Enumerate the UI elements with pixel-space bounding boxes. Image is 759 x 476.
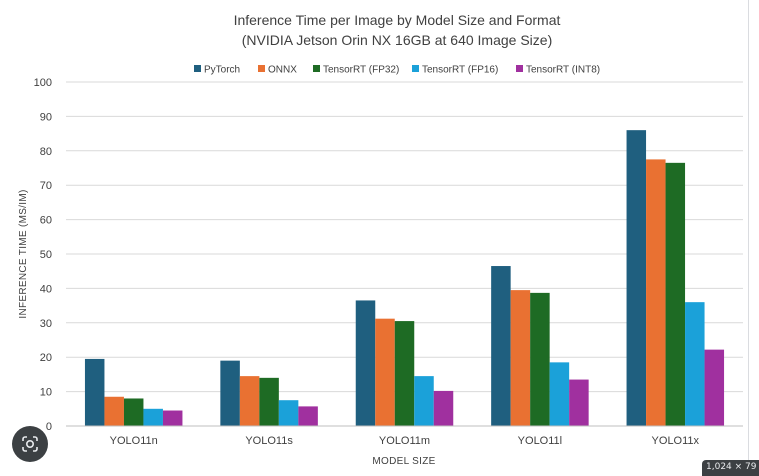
- bar-yolo11s-tensorrt-int8: [298, 406, 318, 426]
- google-lens-icon: [22, 436, 38, 452]
- page-edge: [748, 0, 749, 469]
- image-size-tag: 1,024 × 79: [702, 460, 759, 476]
- legend-swatch: [412, 65, 419, 72]
- bar-yolo11m-tensorrt-int8: [433, 390, 454, 426]
- y-tick-label: 100: [34, 77, 52, 89]
- y-tick-label: 40: [40, 283, 52, 295]
- gridlines: [66, 81, 743, 393]
- y-tick-label: 30: [40, 318, 52, 330]
- chart-title: Inference Time per Image by Model Size a…: [234, 12, 561, 28]
- y-tick-label: 70: [40, 180, 52, 192]
- x-tick-label: YOLO11x: [652, 435, 700, 447]
- y-axis-ticks: 0 10 20 30 40 50 60 70 80 90 100: [34, 77, 52, 433]
- bar-yolo11l-tensorrt-fp16: [549, 362, 570, 426]
- bar-yolo11m-onnx: [375, 318, 395, 426]
- bar-yolo11m-tensorrt-fp32: [394, 321, 415, 426]
- y-tick-label: 0: [46, 421, 52, 433]
- bar-yolo11x-tensorrt-fp32: [665, 162, 686, 426]
- bar-yolo11x-tensorrt-int8: [704, 349, 725, 426]
- legend-swatch: [516, 65, 523, 72]
- y-tick-label: 50: [40, 249, 52, 261]
- legend: PyTorch ONNX TensorRT (FP32) TensorRT (FP16…: [194, 65, 600, 76]
- bar-yolo11n-pytorch: [84, 358, 105, 426]
- legend-label: TensorRT (FP16): [422, 65, 498, 76]
- bar-yolo11l-onnx: [510, 290, 531, 426]
- bar-yolo11x-onnx: [646, 159, 666, 426]
- chart-subtitle: (NVIDIA Jetson Orin NX 16GB at 640 Image…: [242, 32, 552, 48]
- x-axis-ticks: YOLO11n YOLO11s YOLO11m YOLO11l YOLO11x: [110, 435, 700, 447]
- bar-yolo11m-tensorrt-fp16: [414, 376, 434, 426]
- x-tick-label: YOLO11l: [518, 435, 562, 447]
- y-tick-label: 80: [40, 146, 52, 158]
- legend-label: TensorRT (FP32): [323, 65, 399, 76]
- bar-yolo11l-tensorrt-fp32: [530, 292, 550, 426]
- bar-yolo11n-tensorrt-int8: [162, 410, 183, 426]
- bar-yolo11l-tensorrt-int8: [569, 379, 589, 426]
- bar-yolo11n-tensorrt-fp32: [123, 398, 144, 426]
- bar-yolo11s-pytorch: [220, 360, 240, 426]
- bar-yolo11n-tensorrt-fp16: [143, 408, 163, 426]
- x-axis-label: MODEL SIZE: [372, 456, 435, 467]
- google-lens-button[interactable]: [12, 426, 48, 462]
- bars: [84, 130, 725, 426]
- x-tick-label: YOLO11s: [245, 435, 293, 447]
- legend-label: ONNX: [268, 65, 297, 76]
- bar-yolo11s-onnx: [239, 376, 260, 426]
- legend-label: PyTorch: [204, 65, 240, 76]
- y-tick-label: 10: [40, 387, 52, 399]
- y-tick-label: 90: [40, 111, 52, 123]
- x-tick-label: YOLO11n: [110, 435, 158, 447]
- bar-yolo11x-tensorrt-fp16: [685, 302, 705, 426]
- y-tick-label: 20: [40, 352, 52, 364]
- legend-swatch: [194, 65, 201, 72]
- bar-yolo11x-pytorch: [626, 130, 647, 426]
- legend-swatch: [313, 65, 320, 72]
- bar-yolo11n-onnx: [104, 396, 124, 426]
- y-tick-label: 60: [40, 215, 52, 227]
- bar-yolo11m-pytorch: [355, 300, 376, 426]
- bar-yolo11s-tensorrt-fp16: [278, 400, 299, 426]
- bar-yolo11s-tensorrt-fp32: [259, 377, 279, 426]
- bar-yolo11l-pytorch: [491, 266, 511, 426]
- y-axis-label: INFERENCE TIME (MS/IM): [18, 189, 29, 318]
- x-tick-label: YOLO11m: [379, 435, 430, 447]
- legend-label: TensorRT (INT8): [526, 65, 600, 76]
- legend-swatch: [258, 65, 265, 72]
